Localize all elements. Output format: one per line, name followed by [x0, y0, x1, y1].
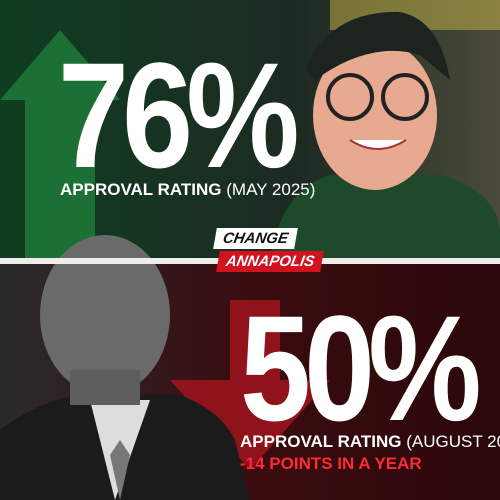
- bottom-note: -14 POINTS IN A YEAR: [240, 454, 422, 473]
- bottom-date: (AUGUST 2025): [406, 432, 500, 451]
- badge-top: CHANGE: [213, 228, 298, 249]
- bottom-caption: APPROVAL RATING (AUGUST 2025): [240, 432, 500, 452]
- bottom-figure: 50%: [240, 284, 482, 452]
- top-caption: APPROVAL RATING (MAY 2025): [60, 180, 315, 200]
- top-label: APPROVAL RATING: [60, 180, 222, 199]
- top-date: (MAY 2025): [226, 180, 316, 199]
- badge-bottom: ANNAPOLIS: [216, 251, 325, 272]
- bottom-label: APPROVAL RATING: [240, 432, 402, 451]
- top-figure: 76%: [58, 31, 300, 199]
